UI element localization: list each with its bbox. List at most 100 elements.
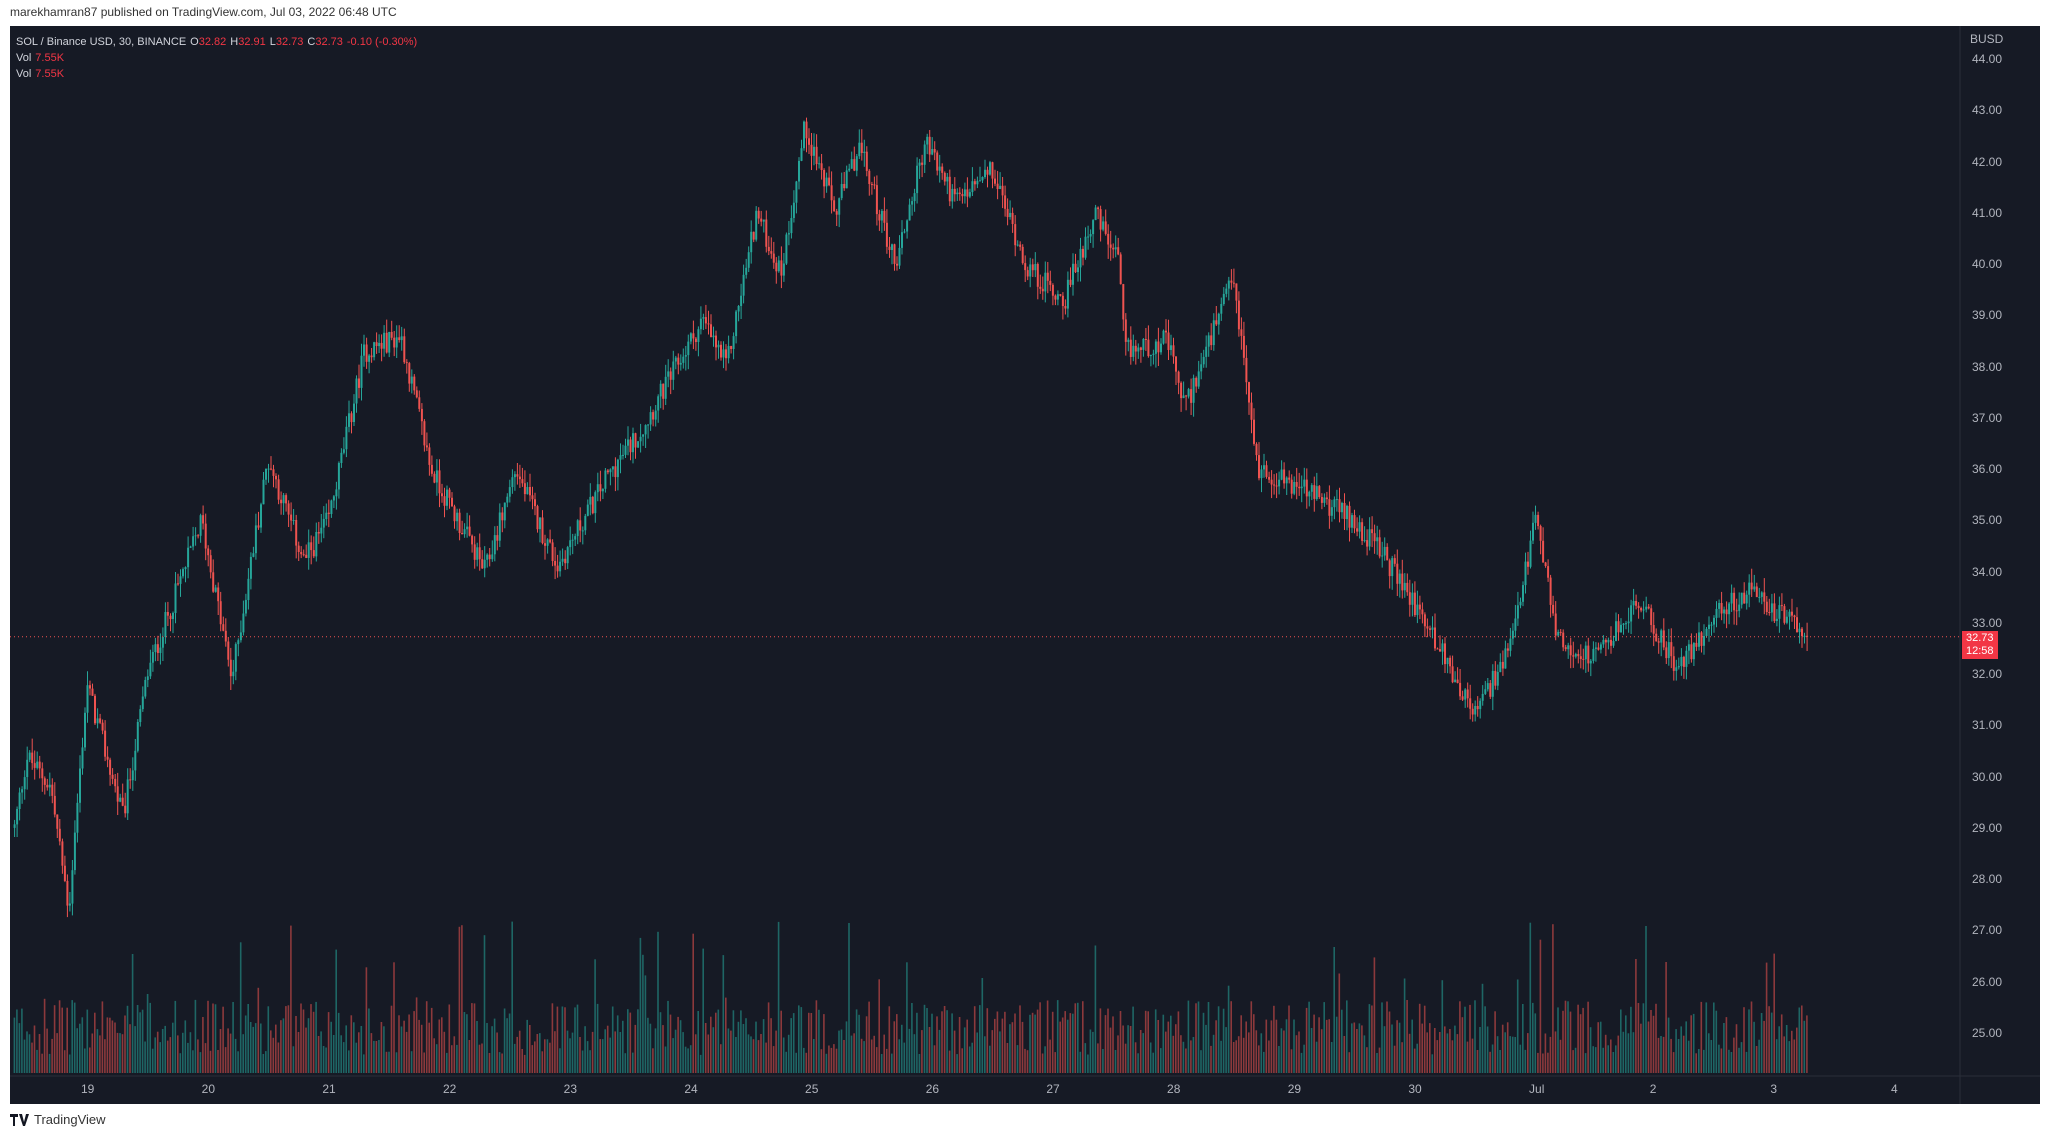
candle-body: [260, 504, 262, 528]
candle-body: [1564, 647, 1567, 650]
candle-body: [1642, 609, 1645, 611]
candle-body: [242, 613, 245, 633]
volume-bar: [398, 1015, 400, 1073]
candle-body: [1144, 339, 1147, 340]
candle-body: [873, 184, 876, 186]
candle-body: [63, 865, 66, 881]
candle-body: [1046, 272, 1049, 281]
candle-body: [968, 192, 971, 197]
volume-bar: [1134, 1042, 1137, 1073]
candle-body: [151, 652, 154, 663]
volume-bar: [1034, 1014, 1036, 1073]
volume-bar: [1640, 1023, 1642, 1073]
candle-body: [1089, 234, 1092, 237]
candle-body: [1708, 624, 1710, 629]
candle-body: [179, 576, 182, 584]
chart-legend: SOL / Binance USD, 30, BINANCE O32.82 H3…: [16, 34, 417, 82]
candle-body: [280, 499, 283, 504]
volume-legend-1[interactable]: Vol 7.55K: [16, 52, 65, 64]
volume-bar: [916, 1012, 918, 1073]
candle-body: [1072, 263, 1074, 285]
chart-panel[interactable]: SOL / Binance USD, 30, BINANCE O32.82 H3…: [10, 26, 2040, 1104]
candle-body: [903, 231, 906, 233]
time-tick-label: 25: [805, 1082, 819, 1096]
candle-body: [378, 342, 381, 347]
volume-bar: [446, 1052, 448, 1073]
candle-body: [571, 539, 574, 541]
candlestick-chart[interactable]: [10, 26, 2040, 1104]
candle-body: [1270, 479, 1273, 485]
candle-body: [1280, 469, 1283, 480]
candle-body: [1303, 479, 1306, 487]
candle-body: [551, 542, 554, 561]
price-tick-label: 37.00: [1972, 410, 2003, 425]
volume-bar: [689, 1045, 692, 1073]
volume-bar: [569, 1038, 571, 1073]
volume-bar: [989, 1045, 991, 1073]
volume-bar: [370, 1033, 373, 1073]
candle-body: [1682, 656, 1685, 667]
volume-bar: [1124, 1043, 1127, 1073]
price-tick-label: 38.00: [1972, 359, 2003, 374]
volume-bar: [68, 1054, 71, 1073]
volume-bar: [297, 1032, 300, 1073]
candle-body: [1139, 347, 1142, 350]
candle-body: [287, 503, 290, 515]
candle-body: [430, 464, 433, 474]
candle-body: [943, 172, 946, 182]
volume-bar: [430, 1007, 433, 1073]
candle-body: [66, 880, 69, 906]
candle-body: [966, 189, 969, 197]
volume-bar: [1242, 1037, 1245, 1073]
candle-body: [1024, 263, 1027, 271]
symbol-label[interactable]: SOL / Binance USD, 30, BINANCE: [16, 36, 187, 48]
candle-body: [189, 546, 192, 548]
candle-body: [71, 870, 74, 904]
volume-bar: [1378, 1047, 1381, 1073]
candle-body: [629, 439, 632, 453]
volume-bar: [1801, 1005, 1803, 1073]
footer-brand: TradingView: [34, 1112, 106, 1127]
volume-legend-2[interactable]: Vol 7.55K: [16, 68, 65, 80]
volume-bar: [1041, 1053, 1044, 1073]
volume-bar: [1142, 1033, 1144, 1073]
volume-bar: [1509, 1036, 1511, 1073]
candle-body: [1471, 708, 1474, 715]
volume-bar: [1099, 1008, 1102, 1073]
volume-bar: [1260, 1033, 1263, 1073]
volume-bar: [991, 1030, 994, 1073]
candle-body: [627, 439, 629, 446]
volume-bar: [1305, 1007, 1308, 1073]
candle-body: [946, 176, 949, 182]
volume-bar: [131, 954, 134, 1073]
candle-body: [679, 362, 682, 365]
candle-body: [1657, 641, 1660, 643]
candle-body: [144, 680, 147, 697]
candle-body: [1406, 582, 1409, 593]
volume-bar: [1109, 1027, 1112, 1073]
volume-bar: [1149, 1042, 1152, 1073]
volume-bar: [363, 1054, 365, 1073]
candle-body: [996, 183, 999, 189]
volume-bar: [1303, 1044, 1305, 1073]
tradingview-footer[interactable]: TradingView: [10, 1112, 106, 1127]
volume-bar: [875, 1047, 878, 1073]
candle-body: [1692, 642, 1695, 660]
candle-body: [1353, 515, 1356, 529]
volume-bar: [986, 1008, 989, 1073]
candle-body: [1758, 596, 1761, 598]
volume-bar: [996, 1011, 999, 1073]
volume-bar: [1720, 1048, 1723, 1073]
volume-bar: [511, 921, 513, 1073]
volume-bar: [1449, 1029, 1451, 1073]
candle-body: [599, 484, 602, 492]
volume-bar: [1358, 1023, 1361, 1073]
volume-bar: [1295, 1035, 1298, 1073]
candle-body: [1509, 638, 1512, 651]
volume-bar: [1343, 1036, 1346, 1073]
candle-body: [405, 362, 408, 364]
candle-body: [1449, 657, 1452, 667]
volume-bar: [1245, 1021, 1247, 1073]
candle-body: [865, 151, 868, 171]
volume-bar: [936, 1016, 938, 1073]
